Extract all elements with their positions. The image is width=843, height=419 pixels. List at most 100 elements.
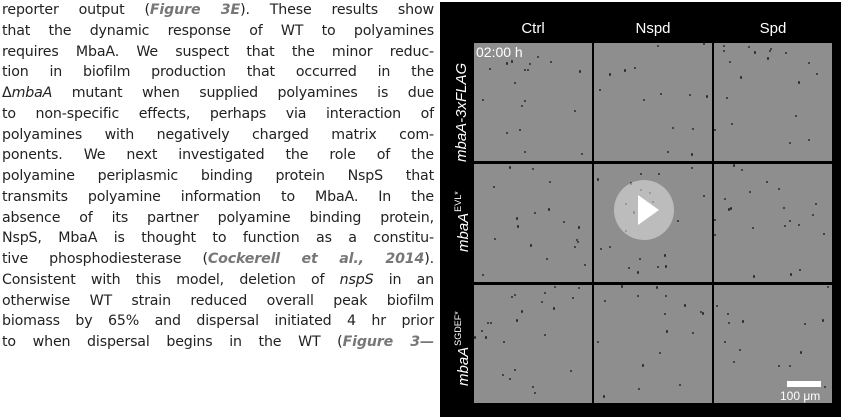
column-label-ctrl: Ctrl bbox=[521, 20, 545, 37]
cell-speck bbox=[532, 168, 534, 170]
cell-speck bbox=[702, 312, 704, 315]
cell-speck bbox=[700, 311, 702, 313]
cell-speck bbox=[481, 330, 483, 332]
cell-speck bbox=[728, 322, 730, 324]
cell-speck bbox=[493, 186, 495, 188]
cell-speck bbox=[804, 323, 806, 325]
cell-speck bbox=[692, 128, 694, 130]
cell-speck bbox=[808, 62, 810, 64]
cell-speck bbox=[506, 62, 508, 65]
cell-speck bbox=[667, 151, 669, 153]
text-line: tion in biofilm production that occurred… bbox=[2, 64, 434, 81]
cell-speck bbox=[541, 301, 543, 303]
cell-speck bbox=[530, 244, 532, 247]
cell-speck bbox=[516, 319, 518, 322]
cell-speck bbox=[800, 351, 802, 354]
cell-speck bbox=[733, 164, 735, 167]
cell-speck bbox=[684, 304, 686, 307]
cell-speck bbox=[584, 264, 586, 266]
cell-speck bbox=[514, 369, 516, 371]
cell-speck bbox=[666, 330, 668, 333]
cell-speck bbox=[727, 313, 729, 315]
cell-speck bbox=[679, 384, 681, 386]
cell-speck bbox=[609, 246, 611, 248]
text-line: reporter output (Figure 3E). These resul… bbox=[2, 2, 434, 18]
cell-speck bbox=[524, 69, 526, 71]
cell-speck bbox=[664, 313, 666, 315]
cell-speck bbox=[574, 110, 576, 112]
cell-speck bbox=[577, 241, 579, 243]
cell-speck bbox=[703, 195, 705, 197]
cell-speck bbox=[640, 173, 642, 175]
cell-speck bbox=[733, 361, 735, 363]
cell-speck bbox=[664, 254, 666, 257]
figure-3e-link[interactable]: Figure 3E bbox=[149, 2, 241, 18]
text-line: transmits polyamine information to MbaA.… bbox=[2, 188, 434, 205]
cell-speck bbox=[494, 238, 496, 240]
text-line: requires MbaA. We suspect that the minor… bbox=[2, 43, 434, 60]
cell-speck bbox=[754, 51, 756, 54]
text-line: biomass by 65% and dispersal initiated 4… bbox=[2, 313, 434, 330]
cell-speck bbox=[665, 265, 667, 268]
cell-speck bbox=[798, 224, 800, 226]
cell-speck bbox=[790, 273, 792, 276]
cell-speck bbox=[789, 365, 791, 367]
cell-speck bbox=[741, 169, 743, 171]
cell-speck bbox=[728, 208, 730, 211]
cell-speck bbox=[789, 142, 791, 144]
cell-speck bbox=[714, 129, 716, 131]
figure-3-link[interactable]: Figure 3— bbox=[342, 334, 435, 350]
cell-speck bbox=[730, 207, 732, 210]
cell-speck bbox=[691, 153, 693, 156]
cell-speck bbox=[789, 220, 791, 222]
cell-speck bbox=[509, 166, 511, 169]
cell-speck bbox=[576, 239, 578, 241]
scale-bar-label: 100 μm bbox=[780, 389, 821, 403]
cell-speck bbox=[677, 220, 679, 222]
cell-speck bbox=[637, 295, 639, 297]
cell-speck bbox=[827, 286, 829, 288]
microscopy-panel bbox=[474, 164, 592, 282]
cell-speck bbox=[815, 203, 817, 205]
cell-speck bbox=[554, 286, 556, 288]
cell-speck bbox=[714, 234, 716, 236]
cell-speck bbox=[808, 139, 810, 141]
timestamp-label: 02:00 h bbox=[476, 44, 523, 60]
cell-speck bbox=[752, 227, 754, 229]
cell-speck bbox=[691, 167, 693, 169]
cell-speck bbox=[516, 217, 518, 220]
cell-speck bbox=[740, 76, 742, 79]
cell-speck bbox=[511, 60, 513, 63]
cell-speck bbox=[532, 386, 534, 388]
cell-speck bbox=[550, 61, 552, 63]
row-label-mbaa-evl: mbaAEVL* bbox=[453, 191, 472, 252]
cell-speck bbox=[487, 322, 489, 324]
scale-bar bbox=[787, 381, 821, 387]
cell-speck bbox=[823, 233, 825, 235]
cell-speck bbox=[724, 341, 726, 343]
cell-speck bbox=[753, 275, 755, 278]
cell-speck bbox=[656, 286, 658, 289]
cell-speck bbox=[783, 207, 785, 209]
cell-speck bbox=[692, 332, 694, 334]
cell-speck bbox=[544, 334, 546, 336]
cell-speck bbox=[784, 225, 786, 227]
cell-speck bbox=[822, 319, 824, 322]
microscopy-panel bbox=[474, 285, 592, 403]
cell-speck bbox=[742, 320, 744, 323]
cell-speck bbox=[534, 392, 536, 394]
cell-speck bbox=[578, 226, 580, 229]
cell-speck bbox=[485, 336, 487, 339]
cockerell-2014-link[interactable]: Cockerell et al., 2014 bbox=[207, 251, 425, 267]
cell-speck bbox=[574, 246, 576, 248]
cell-speck bbox=[570, 370, 572, 372]
cell-speck bbox=[749, 191, 751, 193]
cell-speck bbox=[716, 305, 718, 307]
cell-speck bbox=[549, 181, 551, 183]
microscopy-panel bbox=[474, 43, 592, 161]
text-line: Consistent with this model, deletion of … bbox=[2, 271, 434, 288]
cell-speck bbox=[546, 258, 548, 260]
text-line: polyamines with negatively charged matri… bbox=[2, 126, 434, 143]
cell-speck bbox=[517, 225, 519, 228]
play-button[interactable] bbox=[614, 180, 674, 240]
